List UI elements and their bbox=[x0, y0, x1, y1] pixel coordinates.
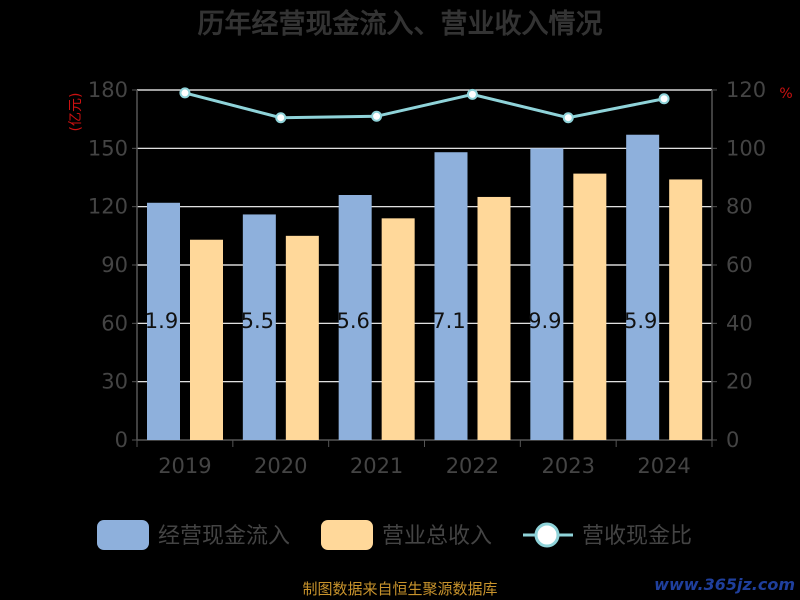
grid-lines bbox=[137, 89, 712, 383]
bar-revenue bbox=[573, 173, 607, 440]
ratio-point bbox=[658, 93, 670, 105]
left-tick-label: 90 bbox=[101, 253, 128, 277]
left-tick-label: 180 bbox=[88, 78, 128, 102]
bar-cash-inflow bbox=[626, 134, 660, 440]
x-tick-label: 2022 bbox=[446, 454, 499, 478]
bar-revenue bbox=[285, 235, 319, 440]
left-axis-ticks: 0 30 60 90 120 150 180 bbox=[88, 78, 137, 452]
bar-data-label: 5.5 bbox=[241, 309, 274, 333]
x-tick-label: 2024 bbox=[637, 454, 690, 478]
x-tick-label: 2023 bbox=[542, 454, 595, 478]
bar-data-label: 5.9 bbox=[624, 309, 657, 333]
chart-title: 历年经营现金流入、营业收入情况 bbox=[198, 8, 603, 40]
right-tick-label: 40 bbox=[726, 311, 753, 335]
x-axis-ticks: 2019 2020 2021 2022 2023 2024 bbox=[136, 440, 713, 478]
left-tick-label: 0 bbox=[115, 428, 128, 452]
bar-cash-inflow bbox=[147, 202, 180, 440]
bar-data-label: 1.9 bbox=[145, 309, 178, 333]
left-tick-label: 30 bbox=[101, 370, 128, 394]
ratio-line bbox=[184, 91, 665, 120]
ratio-point bbox=[179, 87, 191, 99]
left-axis-unit: (亿元) bbox=[68, 93, 84, 132]
legend-swatch-cash bbox=[97, 520, 149, 550]
bar-revenue bbox=[190, 239, 223, 440]
legend-label-cash: 经营现金流入 bbox=[158, 524, 290, 549]
ratio-line-series bbox=[179, 87, 670, 124]
bar-revenue bbox=[381, 218, 415, 440]
right-tick-label: 100 bbox=[726, 136, 766, 160]
bar-revenue bbox=[477, 196, 511, 440]
left-tick-label: 120 bbox=[88, 195, 128, 219]
bar-revenue bbox=[669, 179, 703, 440]
ratio-point bbox=[371, 110, 383, 122]
right-axis-ticks: 0 20 40 60 80 100 120 bbox=[712, 78, 766, 452]
right-axis-unit: % bbox=[779, 86, 792, 102]
ratio-point bbox=[275, 112, 287, 124]
x-tick-label: 2021 bbox=[350, 454, 403, 478]
bar-cash-inflow bbox=[434, 152, 468, 440]
right-tick-label: 20 bbox=[726, 370, 753, 394]
ratio-point bbox=[466, 88, 478, 100]
x-tick-label: 2020 bbox=[254, 454, 307, 478]
bar-data-label: 7.1 bbox=[432, 309, 465, 333]
bar-data-label: 9.9 bbox=[528, 309, 561, 333]
legend-swatch-ratio-marker bbox=[534, 522, 560, 548]
left-tick-label: 60 bbox=[101, 311, 128, 335]
legend-swatch-revenue bbox=[321, 520, 373, 550]
legend-label-revenue: 营业总收入 bbox=[382, 524, 492, 549]
bar-data-labels: 1.9 5.5 5.6 7.1 9.9 5.9 bbox=[145, 309, 658, 333]
legend-label-ratio: 营收现金比 bbox=[582, 524, 692, 549]
bar-cash-inflow bbox=[242, 214, 276, 440]
bar-data-label: 5.6 bbox=[336, 309, 369, 333]
right-tick-label: 80 bbox=[726, 195, 753, 219]
left-tick-label: 150 bbox=[88, 136, 128, 160]
ratio-point bbox=[562, 112, 574, 124]
legend: 经营现金流入 营业总收入 营收现金比 bbox=[97, 520, 692, 550]
right-tick-label: 120 bbox=[726, 78, 766, 102]
bar-series bbox=[147, 134, 703, 441]
watermark: www.365jz.com bbox=[654, 575, 795, 594]
x-tick-label: 2019 bbox=[158, 454, 211, 478]
bar-cash-inflow bbox=[530, 148, 564, 441]
right-tick-label: 0 bbox=[726, 428, 739, 452]
right-tick-label: 60 bbox=[726, 253, 753, 277]
source-note: 制图数据来自恒生聚源数据库 bbox=[302, 580, 497, 598]
bar-cash-inflow bbox=[338, 195, 372, 440]
